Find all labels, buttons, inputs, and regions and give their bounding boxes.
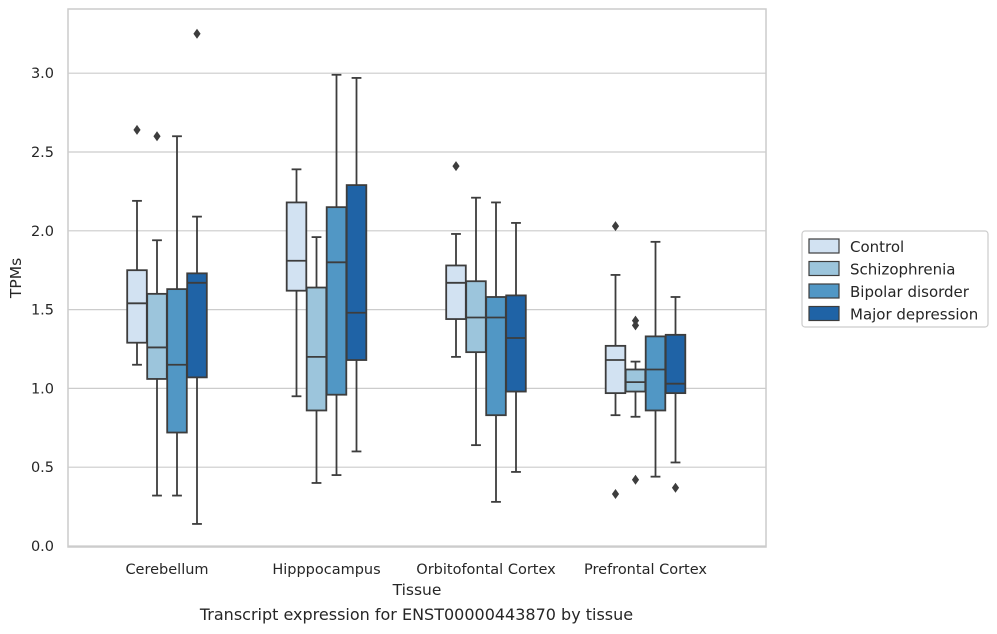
y-tick-label: 0.0: [31, 539, 54, 555]
box: [624, 368, 647, 393]
outlier-point: [631, 474, 640, 485]
box-group: [644, 240, 667, 478]
box-group: [146, 131, 168, 497]
box-group: [624, 315, 647, 485]
legend-swatch: [808, 260, 840, 277]
box: [644, 335, 667, 412]
y-axis-ticks: 0.0 0.5 1.0 1.5 2.0 2.5 3.0: [31, 66, 54, 555]
x-tick-label: Prefrontal Cortex: [584, 562, 707, 578]
box-group: [285, 168, 308, 398]
legend-label: Bipolar disorder: [850, 283, 970, 301]
outlier-point: [611, 488, 620, 499]
box: [285, 201, 308, 292]
x-tick-label: Cerebellum: [125, 562, 208, 578]
box-group: [345, 77, 368, 453]
y-tick-label: 1.5: [31, 303, 54, 319]
x-axis-ticks: Cerebellum Hipppocampus Orbitofontal Corte…: [125, 562, 707, 578]
outlier-point: [153, 131, 161, 142]
box-group: [664, 296, 687, 493]
box: [126, 269, 148, 344]
x-tick-label: Hipppocampus: [272, 562, 380, 578]
box: [166, 288, 188, 434]
legend-swatch: [808, 238, 840, 254]
y-tick-label: 2.5: [31, 145, 54, 161]
box: [146, 292, 168, 380]
box-group: [325, 73, 348, 476]
box-group: [465, 196, 487, 447]
box-group: [186, 28, 208, 525]
outlier-point: [452, 161, 460, 172]
legend-swatch: [808, 283, 840, 299]
legend-label: Schizophrenia: [850, 261, 955, 279]
x-tick-label: Orbitofontal Cortex: [416, 562, 556, 578]
box-plot-series: [126, 28, 687, 525]
x-axis-label: Tissue: [392, 581, 442, 599]
legend: Control Schizophrenia Bipolar disorder Majo…: [801, 230, 989, 328]
legend-label: Control: [850, 238, 904, 256]
figure-caption: Transcript expression for ENST0000044387…: [199, 605, 634, 624]
outlier-point: [671, 482, 680, 493]
legend-swatch: [808, 305, 840, 322]
y-tick-label: 3.0: [31, 66, 54, 82]
box: [485, 296, 507, 417]
outlier-point: [611, 221, 620, 232]
box: [186, 272, 208, 379]
box: [325, 206, 348, 396]
box: [345, 184, 368, 361]
box-group: [445, 161, 467, 358]
plot-frame: [67, 8, 767, 548]
outlier-point: [631, 320, 640, 331]
y-tick-label: 2.0: [31, 224, 54, 240]
y-tick-label: 0.5: [31, 460, 54, 476]
box-group: [505, 222, 527, 473]
box: [664, 333, 687, 395]
y-axis-label: TPMs: [7, 258, 25, 299]
box: [305, 286, 328, 412]
box-group: [604, 221, 627, 499]
outlier-point: [193, 28, 201, 39]
legend-frame: [801, 230, 989, 328]
box-group: [126, 124, 148, 366]
y-tick-label: 1.0: [31, 381, 54, 397]
legend-label: Major depression: [850, 306, 978, 324]
box: [445, 264, 467, 320]
outlier-point: [133, 124, 141, 135]
box-group: [166, 135, 188, 497]
box: [604, 344, 627, 395]
box-group: [485, 201, 507, 503]
box-group: [305, 236, 328, 484]
box: [505, 294, 527, 393]
